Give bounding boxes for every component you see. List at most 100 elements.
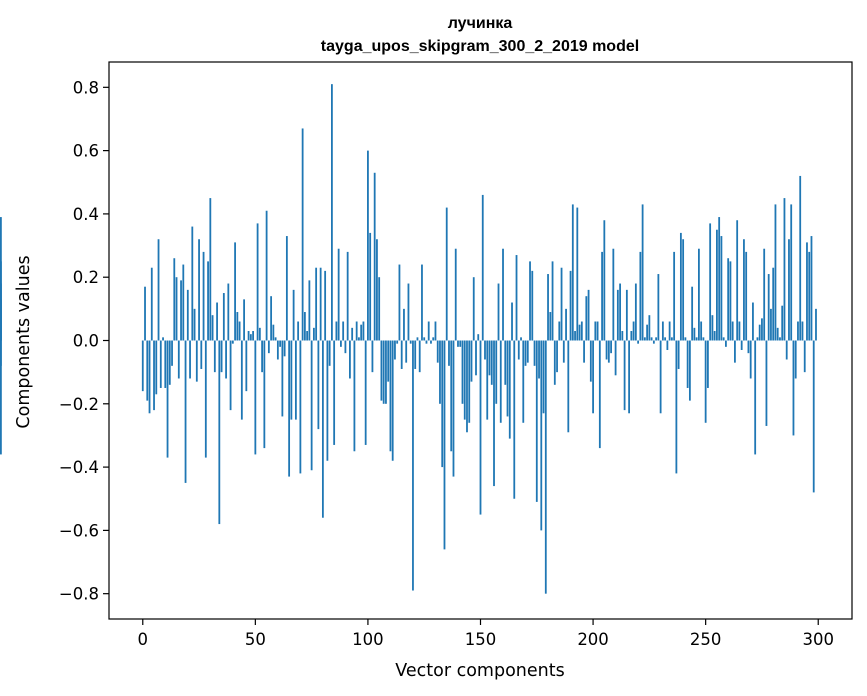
bar-191 bbox=[571, 204, 574, 341]
x-tick-label: 100 bbox=[352, 630, 384, 649]
bar-162 bbox=[506, 340, 509, 417]
bar-275 bbox=[761, 318, 763, 341]
bar-47 bbox=[247, 331, 250, 341]
bar-286 bbox=[785, 340, 788, 360]
bar-142 bbox=[461, 340, 464, 404]
bar-undefined bbox=[0, 340, 2, 455]
bar-133 bbox=[441, 340, 444, 468]
bar-180 bbox=[547, 274, 549, 341]
bar-122 bbox=[416, 337, 419, 341]
bar-123 bbox=[418, 340, 421, 373]
bar-221 bbox=[639, 251, 642, 341]
bar-121 bbox=[414, 340, 417, 369]
bar-237 bbox=[675, 340, 678, 474]
bar-212 bbox=[619, 283, 621, 341]
y-tick-label: 0.8 bbox=[73, 78, 99, 97]
bar-8 bbox=[159, 340, 162, 388]
bar-201 bbox=[594, 321, 597, 341]
bar-149 bbox=[477, 334, 480, 341]
bar-234 bbox=[668, 321, 671, 341]
bar-80 bbox=[321, 340, 324, 518]
bar-75 bbox=[310, 340, 313, 471]
bar-146 bbox=[470, 340, 473, 382]
bar-114 bbox=[398, 264, 401, 341]
bar-219 bbox=[634, 283, 637, 341]
bar-84 bbox=[331, 84, 333, 341]
bar-195 bbox=[580, 321, 583, 341]
bar-32 bbox=[213, 340, 216, 373]
bar-79 bbox=[319, 267, 322, 341]
bar-268 bbox=[745, 251, 748, 341]
x-axis-ticks: 0 50 100 150 200 250 300 bbox=[138, 619, 834, 649]
bar-25 bbox=[198, 239, 200, 341]
bar-82 bbox=[326, 340, 329, 461]
bar-159 bbox=[499, 340, 502, 423]
bar-156 bbox=[493, 340, 495, 487]
bar-126 bbox=[425, 340, 428, 344]
bar-236 bbox=[673, 251, 676, 341]
bar-99 bbox=[364, 340, 367, 445]
bar-72 bbox=[303, 312, 306, 341]
bar-125 bbox=[423, 337, 426, 341]
bar-5 bbox=[153, 340, 155, 411]
bar-45 bbox=[243, 299, 245, 341]
bar-118 bbox=[407, 283, 410, 341]
bar-154 bbox=[488, 340, 491, 376]
bar-62 bbox=[281, 340, 284, 417]
bar-94 bbox=[353, 340, 356, 452]
bar-194 bbox=[578, 324, 581, 341]
bar-182 bbox=[551, 261, 554, 341]
bar-216 bbox=[628, 340, 630, 414]
bar-4 bbox=[150, 267, 153, 341]
bar-259 bbox=[725, 340, 727, 347]
bar-155 bbox=[490, 340, 493, 385]
bar-0 bbox=[141, 340, 144, 392]
bar-34 bbox=[218, 340, 221, 525]
bar-263 bbox=[734, 340, 736, 363]
bar-42 bbox=[236, 312, 239, 341]
bar-161 bbox=[504, 340, 507, 385]
bar-67 bbox=[292, 289, 295, 341]
x-tick-label: 50 bbox=[245, 630, 266, 649]
bar-257 bbox=[720, 236, 723, 341]
bar-150 bbox=[479, 340, 482, 515]
bar-170 bbox=[524, 340, 527, 366]
bar-113 bbox=[396, 340, 399, 344]
bar-222 bbox=[641, 204, 644, 341]
bar-98 bbox=[362, 321, 365, 341]
bar-206 bbox=[605, 340, 608, 360]
bar-265 bbox=[738, 321, 741, 341]
bar-120 bbox=[412, 340, 414, 591]
bar-124 bbox=[421, 264, 423, 341]
bar-63 bbox=[283, 340, 286, 357]
bar-107 bbox=[382, 340, 385, 404]
bar-218 bbox=[632, 321, 635, 341]
bar-20 bbox=[186, 289, 189, 341]
bar-112 bbox=[394, 340, 396, 360]
bar-210 bbox=[614, 340, 617, 376]
bar-64 bbox=[285, 236, 288, 341]
bar-282 bbox=[776, 327, 779, 341]
bar-248 bbox=[700, 321, 703, 341]
y-tick-label: −0.6 bbox=[59, 521, 99, 540]
bar-215 bbox=[625, 289, 628, 341]
bar-230 bbox=[659, 340, 662, 414]
bar-2 bbox=[146, 340, 149, 401]
bar-199 bbox=[589, 340, 592, 382]
bar-171 bbox=[526, 340, 529, 363]
bar-202 bbox=[596, 321, 599, 341]
bar-69 bbox=[297, 321, 300, 341]
bar-296 bbox=[808, 251, 811, 341]
y-axis-ticks: −0.8 −0.6 −0.4 −0.2 0.0 0.2 0.4 0.6 0.8 bbox=[59, 78, 109, 604]
bar-38 bbox=[227, 283, 230, 341]
bar-102 bbox=[371, 340, 374, 373]
bar-254 bbox=[713, 331, 716, 341]
bar-224 bbox=[646, 324, 649, 341]
bar-232 bbox=[664, 337, 667, 341]
bar-235 bbox=[670, 337, 673, 341]
bar-175 bbox=[535, 340, 538, 502]
bar-266 bbox=[740, 340, 743, 350]
bar-209 bbox=[612, 248, 615, 341]
y-tick-label: 0.0 bbox=[73, 332, 99, 351]
